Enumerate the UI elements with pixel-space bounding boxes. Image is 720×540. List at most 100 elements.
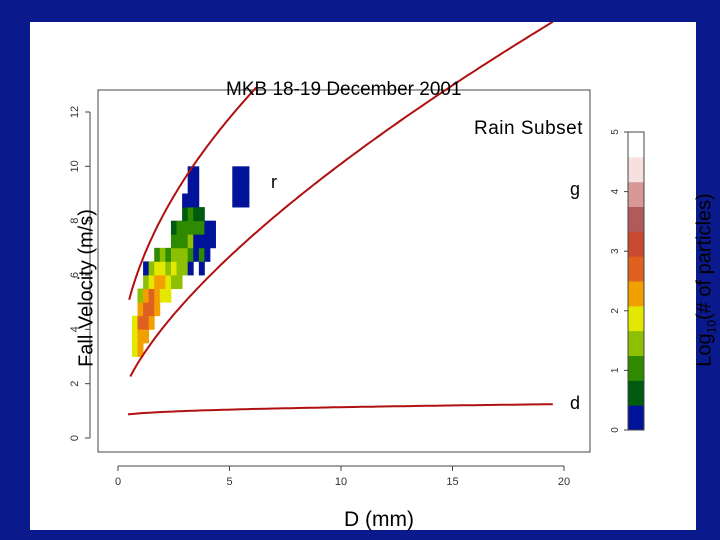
heatmap-cell-45 xyxy=(182,220,189,235)
colorbar-tick-label-3: 3 xyxy=(610,248,621,254)
heatmap-cell-56 xyxy=(193,247,200,262)
heatmap-cell-74 xyxy=(232,179,239,194)
heatmap-cell-57 xyxy=(193,234,200,249)
heatmap-cell-12 xyxy=(143,275,150,289)
heatmap-cells xyxy=(131,166,250,357)
x-axis-label: D (mm) xyxy=(344,508,414,531)
colorbar-segment-1 xyxy=(628,380,644,406)
heatmap-cell-78 xyxy=(237,166,244,181)
y-tick-label-2: 4 xyxy=(69,326,81,332)
colorbar-segment-7 xyxy=(628,231,644,257)
heatmap-cell-70 xyxy=(204,220,211,235)
heatmap-cell-52 xyxy=(187,207,194,222)
colorbar-segment-3 xyxy=(628,330,644,356)
x-tick-label-1: 5 xyxy=(226,476,232,488)
heatmap-cell-72 xyxy=(209,220,216,235)
heatmap-cell-48 xyxy=(187,261,194,276)
heatmap-cell-51 xyxy=(187,220,194,235)
colorbar-tick-label-5: 5 xyxy=(610,129,621,135)
heatmap-cell-50 xyxy=(187,234,194,249)
heatmap-cell-59 xyxy=(193,207,200,222)
y-tick-label-5: 10 xyxy=(69,160,81,172)
heatmap-cell-42 xyxy=(182,261,189,276)
y-tick-label-0: 0 xyxy=(69,435,81,441)
heatmap-cell-47 xyxy=(182,193,189,208)
curve-label-d: d xyxy=(570,393,581,413)
heatmap-cell-67 xyxy=(198,207,205,222)
chart-title: MKB 18-19 December 2001 xyxy=(226,79,462,100)
heatmap-cell-73 xyxy=(232,193,239,208)
heatmap-cell-76 xyxy=(237,193,244,208)
heatmap-cell-24 xyxy=(159,288,166,303)
colorbar-tick-label-4: 4 xyxy=(610,188,621,194)
heatmap-cell-7 xyxy=(137,288,144,303)
x-tick-label-4: 20 xyxy=(558,476,570,488)
heatmap-cell-6 xyxy=(137,302,144,317)
heatmap-cell-22 xyxy=(154,261,161,276)
heatmap-cell-81 xyxy=(243,166,250,181)
colorbar-label-main: Log xyxy=(693,333,716,367)
heatmap-cell-27 xyxy=(159,247,166,262)
colorbar-label-rest: (# of particles) xyxy=(693,193,716,320)
x-tick-label-0: 0 xyxy=(115,476,121,488)
y-axis-label: Fall Velocity (m/s) xyxy=(75,209,98,367)
heatmap-cell-41 xyxy=(176,220,183,235)
heatmap-cell-65 xyxy=(198,234,205,249)
heatmap-cell-2 xyxy=(131,315,138,330)
curve-r xyxy=(128,86,258,300)
heatmap-cell-26 xyxy=(159,261,166,276)
colorbar-label: Log10(# of particles) xyxy=(694,193,719,366)
heatmap-cell-31 xyxy=(165,247,172,262)
heatmap-cell-18 xyxy=(148,261,155,276)
heatmap-cell-23 xyxy=(154,247,161,262)
heatmap-cell-80 xyxy=(243,179,250,194)
y-axis: 0 2 4 6 8 10 12 xyxy=(69,106,91,441)
heatmap-cell-5 xyxy=(137,315,144,330)
colorbar-segment-4 xyxy=(628,305,644,332)
heatmap-cell-33 xyxy=(170,261,177,276)
heatmap-cell-30 xyxy=(165,261,172,276)
model-curves xyxy=(127,22,554,416)
heatmap-cell-62 xyxy=(193,166,200,181)
heatmap-cell-35 xyxy=(170,234,177,249)
heatmap-cell-4 xyxy=(137,329,144,344)
heatmap-cell-53 xyxy=(187,193,194,208)
heatmap-cell-20 xyxy=(154,288,161,303)
colorbar-label-subscript: 10 xyxy=(704,319,719,334)
heatmap-cell-32 xyxy=(170,275,177,289)
y-tick-label-3: 6 xyxy=(69,272,81,278)
chart-subtitle: Rain Subset xyxy=(474,118,584,139)
x-tick-label-2: 10 xyxy=(335,476,347,488)
curve-d xyxy=(127,403,553,416)
curve-g xyxy=(129,22,554,377)
curve-label-g: g xyxy=(570,179,581,199)
heatmap-cell-77 xyxy=(237,179,244,194)
heatmap-cell-66 xyxy=(198,220,205,235)
heatmap-cell-63 xyxy=(198,261,205,276)
colorbar-segment-9 xyxy=(628,181,644,207)
heatmap-cell-15 xyxy=(148,302,155,317)
colorbar-segment-10 xyxy=(628,156,644,183)
colorbar-tick-label-0: 0 xyxy=(610,427,621,433)
y-tick-label-4: 8 xyxy=(69,218,81,224)
heatmap-cell-10 xyxy=(143,302,150,317)
heatmap-cell-34 xyxy=(170,247,177,262)
heatmap-cell-75 xyxy=(232,166,239,181)
colorbar-frame xyxy=(627,131,645,431)
heatmap-cell-11 xyxy=(143,288,150,303)
colorbar-segment-6 xyxy=(628,256,644,282)
heatmap-cell-64 xyxy=(198,247,205,262)
colorbar-tick-label-2: 2 xyxy=(610,308,621,314)
heatmap-cell-16 xyxy=(148,288,155,303)
heatmap-cell-43 xyxy=(182,247,189,262)
heatmap-cell-9 xyxy=(143,315,150,330)
heatmap-cell-79 xyxy=(243,193,250,208)
heatmap-cell-14 xyxy=(148,315,155,330)
x-axis: 0 5 10 15 20 xyxy=(115,465,570,488)
colorbar-segment-11 xyxy=(628,132,644,158)
y-tick-label-1: 2 xyxy=(69,381,81,387)
heatmap-cell-38 xyxy=(176,261,183,276)
